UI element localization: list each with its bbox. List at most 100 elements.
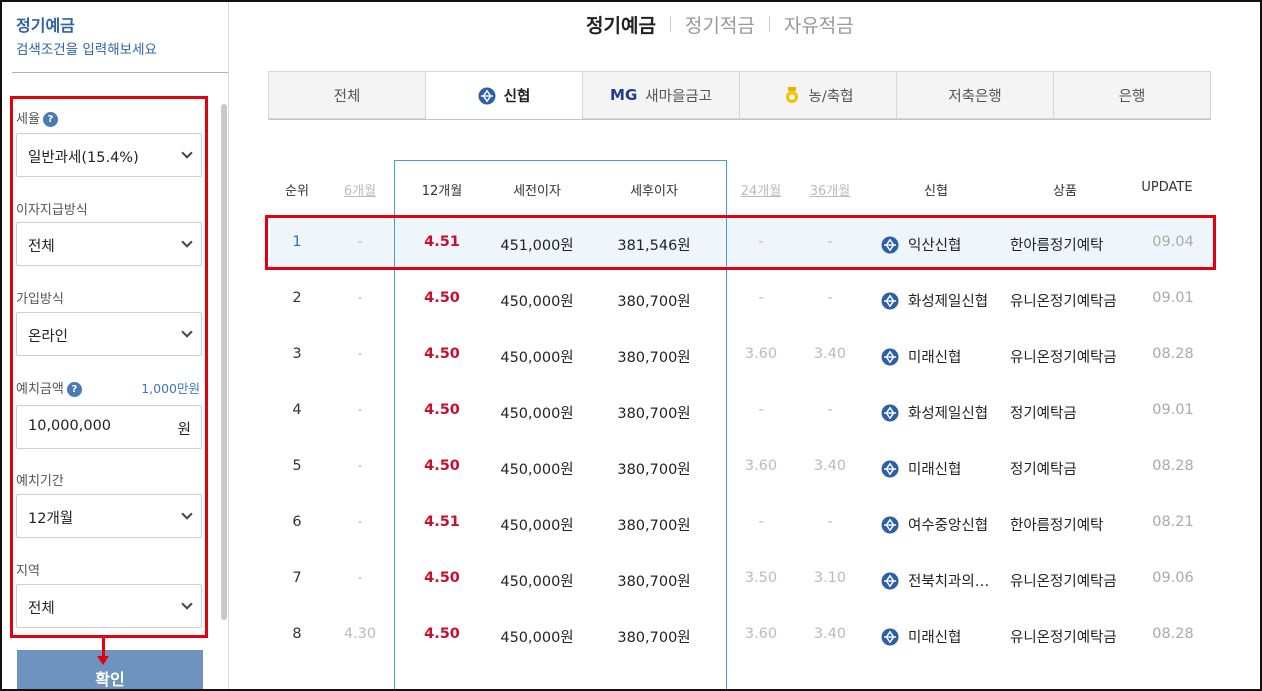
tax-label: 세율? [16,108,58,127]
annotation-arrow-head [97,656,109,665]
cell-36m: - [827,290,833,306]
cell-rank: 2 [292,290,302,306]
region-select[interactable]: 전체 [16,584,202,628]
cell-update: 08.28 [1152,458,1194,474]
cell-rank: 7 [292,570,302,586]
cell-pretax: 450,000원 [500,518,574,534]
amount-label: 예치금액? [16,378,82,397]
payout-select[interactable]: 전체 [16,222,202,266]
mg-logo-icon: MG [610,86,638,104]
cell-rank: 4 [292,402,302,418]
help-icon[interactable]: ? [66,382,82,397]
tab-free-savings[interactable]: 자유적금 [783,14,854,37]
region-label: 지역 [16,564,40,579]
header-institution: 신협 [924,184,948,199]
cell-pretax: 450,000원 [500,630,574,646]
join-select[interactable]: 온라인 [16,312,202,356]
cell-aftertax: 380,700원 [617,406,691,422]
tab-shinhyup[interactable]: 신협 [425,71,583,120]
cell-product[interactable]: 유니온정기예탁금 [1010,294,1117,310]
cell-pretax: 450,000원 [500,574,574,590]
cell-update: 08.28 [1152,346,1194,362]
cell-6m: - [357,570,363,586]
cell-institution[interactable]: 미래신협 [881,626,961,647]
cell-24m: - [758,514,764,530]
tab-mg[interactable]: MG 새마을금고 [582,71,740,119]
amount-unit: 원 [177,422,191,438]
tab-all[interactable]: 전체 [268,71,426,119]
shinhyup-logo-icon [881,236,899,253]
tax-select[interactable]: 일반과세(15.4%) [16,133,202,177]
cell-12m: 4.51 [424,234,460,250]
tab-nh[interactable]: 농/축협 [739,71,897,119]
amount-input[interactable]: 10,000,000 원 [16,405,202,449]
header-aftertax: 세후이자 [630,184,678,199]
cell-aftertax: 380,700원 [617,630,691,646]
cell-institution[interactable]: 전북치과의… [881,570,989,591]
cell-product[interactable]: 유니온정기예탁금 [1010,350,1117,366]
header-24m[interactable]: 24개월 [740,184,782,199]
cell-institution[interactable]: 미래신협 [881,458,961,479]
header-pretax: 세전이자 [513,184,561,199]
sidebar-divider [12,72,228,73]
row-highlight [270,218,1215,269]
institution-name: 여수중앙신협 [908,518,989,534]
cell-product[interactable]: 유니온정기예탁금 [1010,574,1117,590]
amount-limit: 1,000만원 [141,381,200,396]
header-36m[interactable]: 36개월 [809,184,851,199]
header-6m[interactable]: 6개월 [343,184,377,199]
payout-label: 이자지급방식 [16,203,88,218]
tab-deposit[interactable]: 정기예금 [586,14,656,37]
cell-update: 08.28 [1152,626,1194,642]
cell-product[interactable]: 정기예탁금 [1010,406,1077,422]
column-highlight-frame [394,160,727,691]
header-update: UPDATE [1141,180,1193,195]
shinhyup-logo-icon [881,572,899,589]
cell-6m: - [357,234,363,250]
institution-name: 화성제일신협 [908,406,989,422]
period-select[interactable]: 12개월 [16,494,202,538]
period-label: 예치기간 [16,474,64,489]
cell-24m: - [758,234,764,250]
cell-aftertax: 380,700원 [617,294,691,310]
institution-name: 화성제일신협 [908,294,989,310]
cell-36m: 3.40 [813,458,847,474]
institution-name: 미래신협 [908,350,962,366]
cell-6m: - [357,346,363,362]
cell-update: 08.21 [1152,514,1194,530]
cell-institution[interactable]: 미래신협 [881,346,961,367]
join-select-value: 온라인 [28,329,69,345]
payout-select-value: 전체 [28,239,55,255]
cell-pretax: 450,000원 [500,406,574,422]
cell-aftertax: 380,700원 [617,574,691,590]
tab-bank[interactable]: 은행 [1053,71,1211,119]
cell-product[interactable]: 정기예탁금 [1010,462,1077,478]
cell-12m: 4.50 [424,458,460,474]
institution-name: 미래신협 [908,630,962,646]
shinhyup-logo-icon [881,516,899,533]
cell-institution[interactable]: 익산신협 [881,234,961,255]
region-select-value: 전체 [28,601,55,617]
cell-36m: 3.40 [813,626,847,642]
tab-divider [669,16,671,32]
tab-savings-bank[interactable]: 저축은행 [896,71,1054,119]
cell-aftertax: 380,700원 [617,350,691,366]
cell-institution[interactable]: 여수중앙신협 [881,514,988,535]
tab-installment[interactable]: 정기적금 [684,14,755,37]
shinhyup-logo-icon [881,348,899,365]
help-icon[interactable]: ? [42,112,58,127]
cell-product[interactable]: 유니온정기예탁금 [1010,630,1117,646]
shinhyup-logo-icon [881,292,899,309]
cell-institution[interactable]: 화성제일신협 [881,402,988,423]
sidebar-scrollbar[interactable] [221,104,227,620]
header-rank: 순위 [285,184,309,199]
cell-institution[interactable]: 화성제일신협 [881,290,988,311]
cell-product[interactable]: 한아름정기예탁 [1010,518,1104,534]
sidebar: 정기예금 검색조건을 입력해보세요 세율? 일반과세(15.4%) 이자지급방식… [2,2,229,689]
cell-product[interactable]: 한아름정기예탁 [1010,238,1104,254]
cell-12m: 4.50 [424,290,460,306]
cell-36m: 3.10 [813,570,847,586]
institution-name: 익산신협 [908,238,962,254]
cell-6m: - [357,402,363,418]
confirm-button[interactable]: 확인 [17,650,203,689]
